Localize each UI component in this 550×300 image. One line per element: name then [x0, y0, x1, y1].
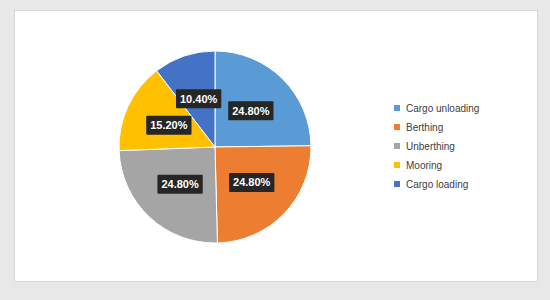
svg-text:15.20%: 15.20%: [150, 119, 188, 131]
svg-text:Cargo unloading: Cargo unloading: [406, 103, 479, 114]
svg-text:10.40%: 10.40%: [180, 93, 218, 105]
svg-text:Unberthing: Unberthing: [406, 141, 455, 152]
svg-text:24.80%: 24.80%: [233, 176, 271, 188]
svg-text:Cargo loading: Cargo loading: [406, 179, 468, 190]
svg-text:Mooring: Mooring: [406, 160, 442, 171]
svg-text:Berthing: Berthing: [406, 122, 443, 133]
svg-text:24.80%: 24.80%: [232, 105, 270, 117]
svg-text:24.80%: 24.80%: [161, 178, 199, 190]
